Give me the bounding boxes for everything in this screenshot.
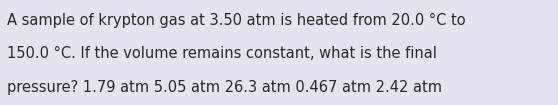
Text: 150.0 °C. If the volume remains constant, what is the final: 150.0 °C. If the volume remains constant… — [7, 46, 436, 61]
Text: A sample of krypton gas at 3.50 atm is heated from 20.0 °C to: A sample of krypton gas at 3.50 atm is h… — [7, 13, 465, 28]
Text: pressure? 1.79 atm 5.05 atm 26.3 atm 0.467 atm 2.42 atm: pressure? 1.79 atm 5.05 atm 26.3 atm 0.4… — [7, 80, 442, 95]
